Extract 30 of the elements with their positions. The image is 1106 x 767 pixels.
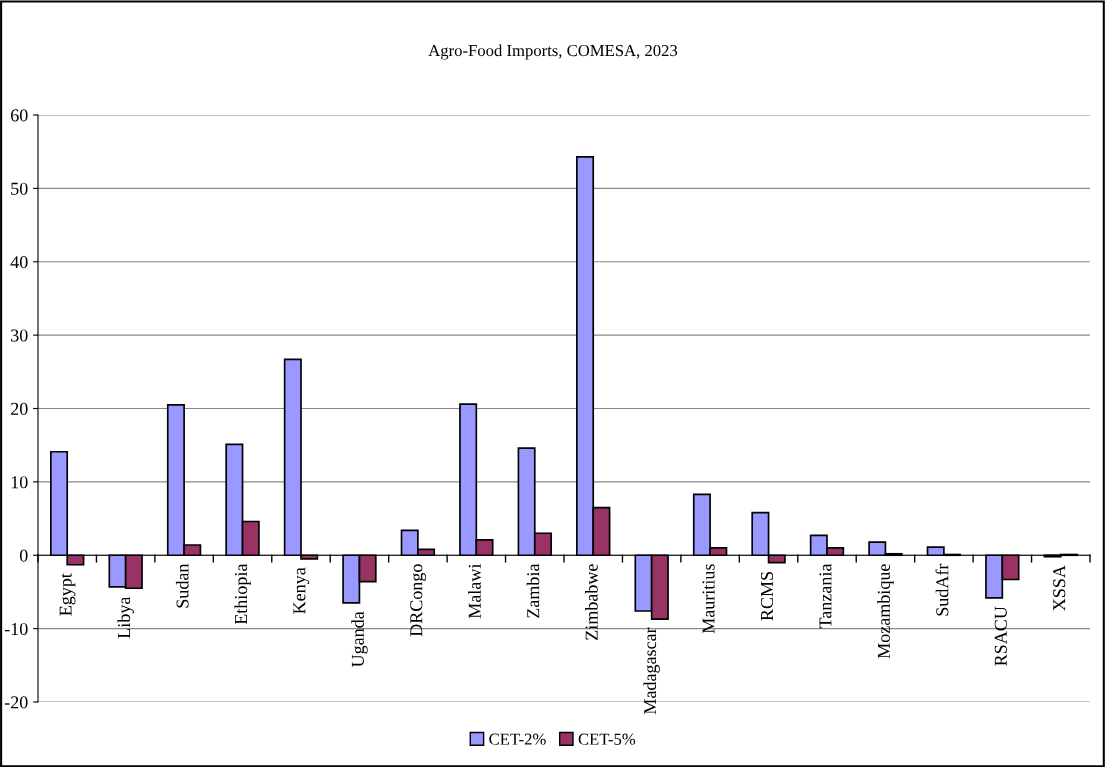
legend-label: CET-5%: [578, 733, 636, 745]
x-tick-label: Libya: [117, 596, 134, 639]
chart-title: Agro-Food Imports, COMESA, 2023: [428, 44, 678, 60]
y-tick-label: 20: [11, 402, 28, 415]
y-tick-label: 40: [10, 256, 28, 269]
x-tick-label: Zambia: [526, 563, 540, 618]
y-tick-label: 50: [11, 182, 28, 195]
x-tick-label: Madagascar: [643, 627, 660, 715]
x-tick-label: SudAfr: [935, 563, 949, 616]
x-tick-label: Mozambique: [877, 564, 894, 659]
x-tick-label: Egypt: [59, 573, 76, 616]
y-tick-label: -10: [4, 622, 28, 636]
x-tick-label: RSACU: [994, 606, 1007, 666]
x-tick-label: XSSA: [1053, 565, 1066, 611]
x-tick-label: DRCongo: [410, 564, 427, 637]
x-tick-label: Ethiopia: [234, 563, 251, 625]
x-tick-label: Mauritius: [702, 564, 715, 634]
y-tick-label: 30: [11, 329, 28, 342]
x-tick-label: Zimbabwe: [585, 564, 598, 640]
x-tick-label: Sudan: [175, 563, 189, 608]
legend-label: CET-2%: [489, 733, 546, 745]
x-tick-label: Uganda: [351, 611, 368, 668]
x-tick-label: Kenya: [293, 567, 310, 614]
x-tick-label: Malawi: [468, 563, 481, 619]
x-tick-label: Tanzania: [819, 563, 832, 629]
y-tick-label: 0: [19, 549, 28, 562]
y-tick-label: 60: [11, 109, 28, 122]
y-tick-label: 10: [11, 476, 28, 489]
x-tick-label: RCMS: [760, 572, 774, 621]
y-tick-label: -20: [4, 696, 28, 709]
